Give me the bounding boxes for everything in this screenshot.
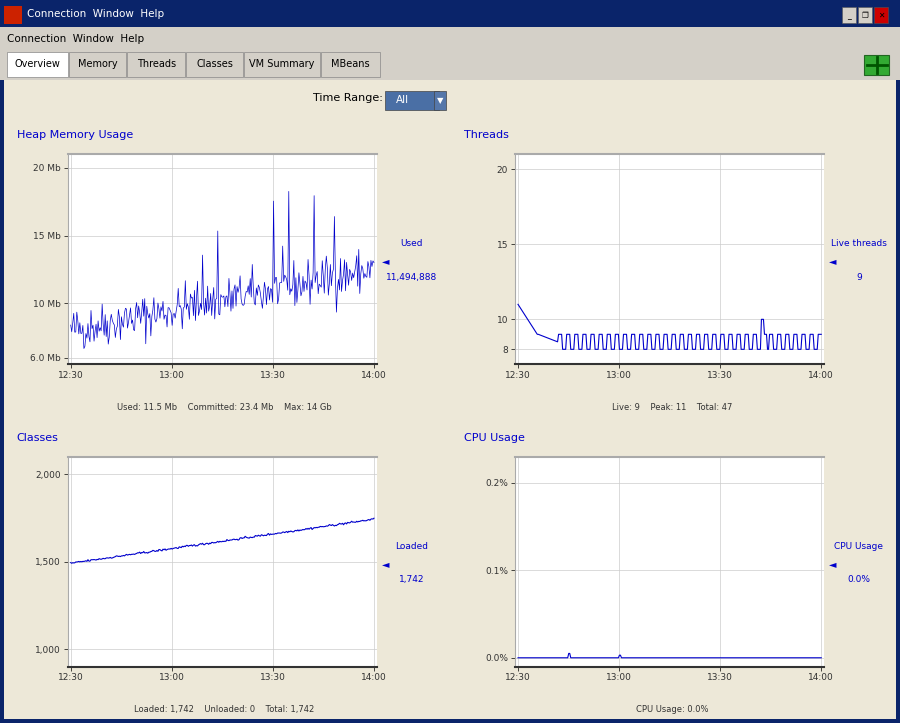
Bar: [69, 52, 126, 77]
Text: Classes: Classes: [196, 59, 233, 69]
Bar: [7, 52, 68, 77]
Bar: [321, 52, 380, 77]
Text: 0.0%: 0.0%: [847, 575, 870, 584]
Text: All: All: [396, 95, 409, 106]
Bar: [842, 7, 856, 23]
Bar: [896, 80, 900, 719]
Text: ◄: ◄: [829, 257, 837, 266]
Text: _: _: [847, 11, 850, 20]
Text: Live: 9    Peak: 11    Total: 47: Live: 9 Peak: 11 Total: 47: [612, 403, 732, 412]
Text: Connection  Window  Help: Connection Window Help: [27, 9, 164, 19]
Text: ◄: ◄: [382, 257, 390, 266]
Bar: [874, 7, 888, 23]
Bar: [186, 52, 243, 77]
Text: 9: 9: [856, 273, 861, 282]
Bar: [858, 7, 872, 23]
Bar: [4, 6, 22, 24]
Text: CPU Usage: CPU Usage: [834, 542, 883, 551]
Text: 11,494,888: 11,494,888: [386, 273, 437, 282]
Text: Heap Memory Usage: Heap Memory Usage: [17, 130, 133, 140]
Text: MBeans: MBeans: [331, 59, 370, 69]
Text: Used: 11.5 Mb    Committed: 23.4 Mb    Max: 14 Gb: Used: 11.5 Mb Committed: 23.4 Mb Max: 14…: [117, 403, 332, 412]
Text: ▼: ▼: [436, 96, 444, 105]
Text: Loaded: 1,742    Unloaded: 0    Total: 1,742: Loaded: 1,742 Unloaded: 0 Total: 1,742: [134, 705, 315, 714]
Text: Threads: Threads: [137, 59, 176, 69]
Bar: [244, 52, 320, 77]
FancyBboxPatch shape: [446, 418, 897, 722]
Bar: [0, 51, 900, 80]
Text: ◄: ◄: [382, 559, 390, 568]
Text: Used: Used: [400, 239, 423, 249]
Bar: [385, 91, 439, 110]
Text: CPU Usage: CPU Usage: [464, 432, 525, 442]
Text: 1,742: 1,742: [399, 575, 424, 584]
Text: ◄: ◄: [829, 559, 837, 568]
Bar: [0, 27, 900, 51]
Text: Overview: Overview: [15, 59, 60, 69]
Bar: [0, 80, 4, 719]
Text: Loaded: Loaded: [395, 542, 428, 551]
Text: Memory: Memory: [77, 59, 118, 69]
FancyBboxPatch shape: [446, 116, 897, 419]
Text: Time Range:: Time Range:: [312, 93, 382, 103]
Text: Classes: Classes: [17, 432, 58, 442]
Bar: [0, 0, 900, 27]
Text: ✕: ✕: [878, 11, 885, 20]
FancyBboxPatch shape: [0, 418, 450, 722]
Bar: [127, 52, 185, 77]
Bar: [434, 91, 446, 110]
Bar: [0, 719, 900, 723]
Text: Live threads: Live threads: [831, 239, 886, 249]
Bar: [4, 80, 896, 719]
Text: CPU Usage: 0.0%: CPU Usage: 0.0%: [635, 705, 708, 714]
Text: ❐: ❐: [861, 11, 868, 20]
Text: Connection  Window  Help: Connection Window Help: [7, 34, 144, 44]
Text: VM Summary: VM Summary: [249, 59, 315, 69]
Bar: [864, 55, 889, 75]
Text: Threads: Threads: [464, 130, 509, 140]
FancyBboxPatch shape: [0, 116, 450, 419]
